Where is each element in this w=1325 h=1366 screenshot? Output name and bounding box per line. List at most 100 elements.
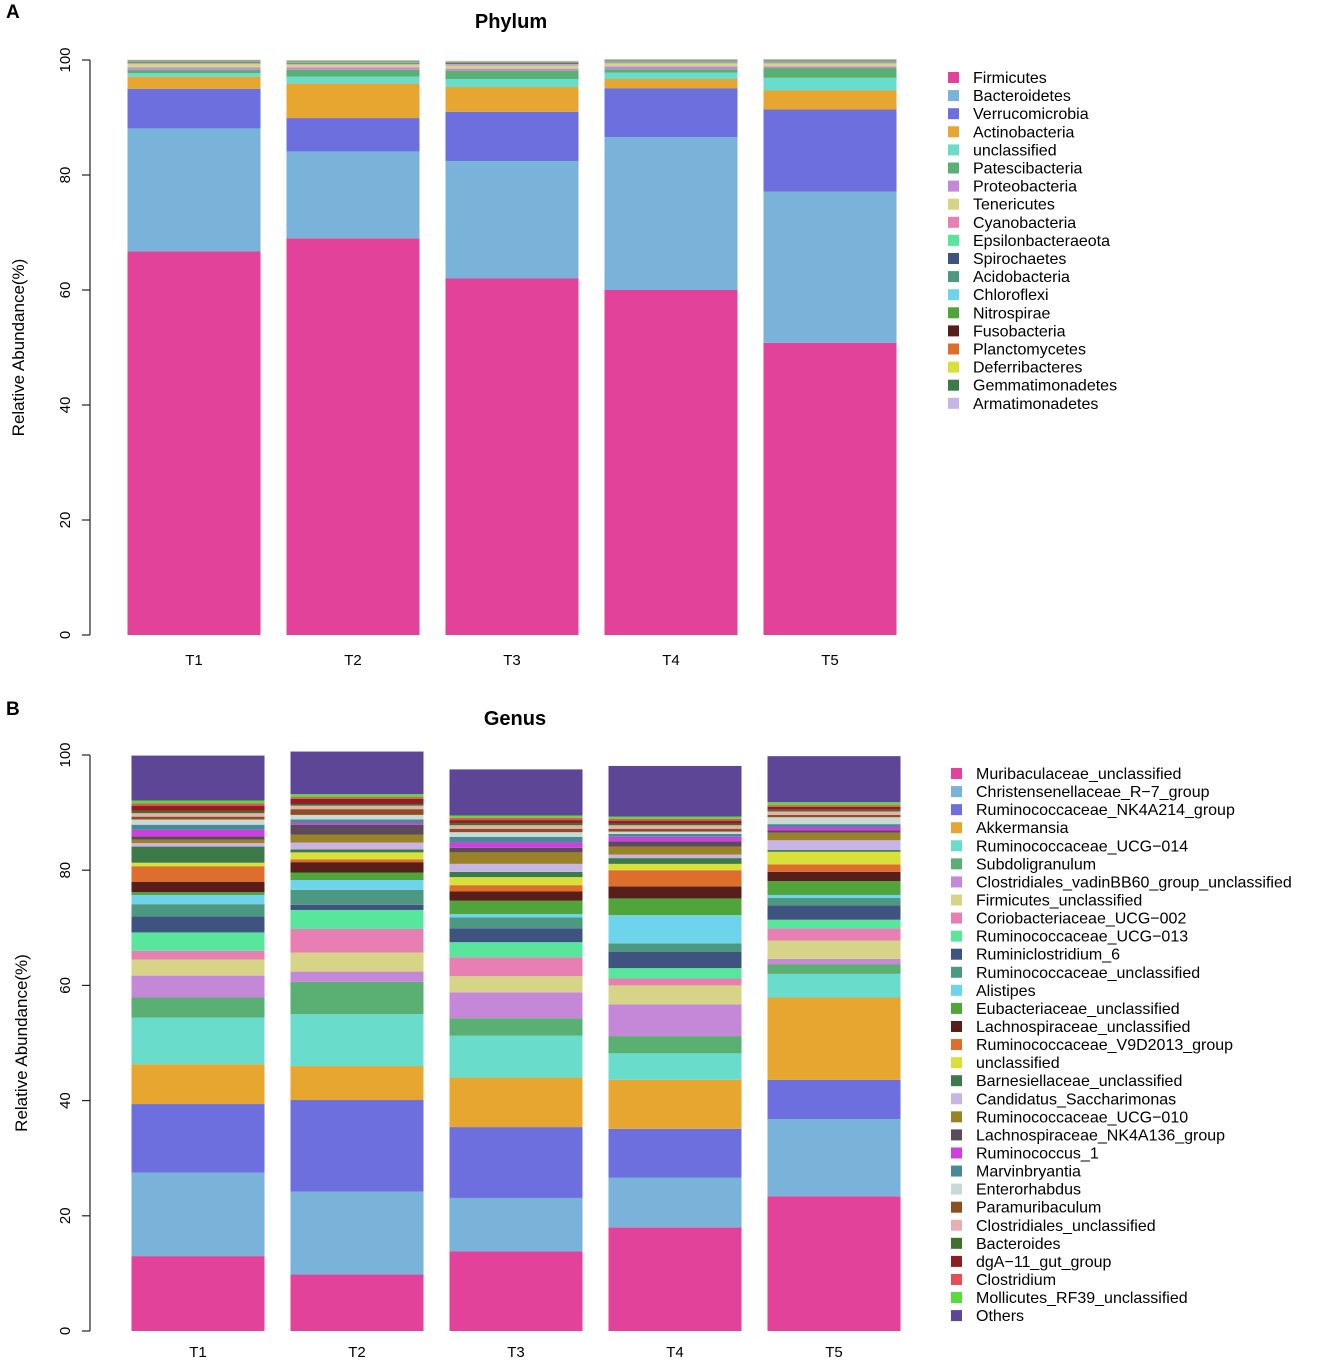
panel-a-bar-t4-patescibacteria bbox=[604, 69, 738, 73]
panel-a-legend-swatch-planctomycetes bbox=[948, 343, 959, 355]
panel-b-bar-t2-eubacteriaceae-unclassified bbox=[290, 872, 424, 880]
panel-a-bar-t3-epsilonbacteraeota bbox=[445, 64, 579, 65]
panel-a-bar-t5-cyanobacteria bbox=[763, 62, 897, 64]
panel-b-bar-t3-barnesiellaceae-unclassified bbox=[449, 871, 583, 878]
panel-a-title: Phylum bbox=[475, 11, 547, 33]
panel-b-bar-t4-barnesiellaceae-unclassified bbox=[608, 858, 742, 864]
panel-b-bar-t5-ruminococcaceae-ucg-014 bbox=[767, 973, 901, 998]
panel-b-bar-t5-ruminiclostridium-6 bbox=[767, 905, 901, 920]
panel-b-bar-t2-marvinbryantia bbox=[290, 819, 424, 823]
panel-a-legend-swatch-proteobacteria bbox=[948, 180, 959, 192]
panel-a-bar-t2-spirochaetes bbox=[286, 62, 420, 64]
panel-b-bar-t5-ruminococcaceae-v9d2013-group bbox=[767, 864, 901, 872]
panel-b-bar-t4-unclassified bbox=[608, 863, 742, 871]
panel-a-bar-t5-proteobacteria bbox=[763, 66, 897, 69]
panel-a-x-tick-label-t1: T1 bbox=[185, 652, 203, 669]
panel-b-bar-t2-clostridium bbox=[290, 797, 424, 799]
panel-b-bar-t4-candidatus-saccharimonas bbox=[608, 854, 742, 859]
panel-b-bar-t2-subdoligranulum bbox=[290, 981, 424, 1015]
panel-b-legend-swatch-clostridiales-unclassified bbox=[951, 1219, 962, 1231]
panel-b-bar-t1-ruminococcaceae-ucg-010 bbox=[131, 839, 265, 844]
panel-b-legend-label-dga-11-gut-group: dgA−11_gut_group bbox=[976, 1254, 1111, 1271]
panel-b-bar-t5-others bbox=[767, 756, 901, 803]
panel-b-bar-t2-lachnospiraceae-unclassified bbox=[290, 862, 424, 873]
panel-b-bar-t5-ruminococcaceae-ucg-013 bbox=[767, 919, 901, 929]
panel-b-bar-t5-bacteroides bbox=[767, 809, 901, 812]
panel-a-legend-label-tenericutes: Tenericutes bbox=[973, 197, 1055, 214]
panel-a-legend-label-fusobacteria: Fusobacteria bbox=[973, 323, 1066, 340]
panel-a-legend-swatch-deferribacteres bbox=[948, 361, 959, 373]
panel-b-bar-t3-clostridium bbox=[449, 817, 583, 821]
panel-b-bar-t4-dga-11-gut-group bbox=[608, 820, 742, 824]
panel-b-y-tick-label-80: 80 bbox=[57, 862, 74, 879]
panel-b-bar-t4-subdoligranulum bbox=[608, 1036, 742, 1054]
panel-b-legend-label-christensenellaceae-r-7-group: Christensenellaceae_R−7_group bbox=[976, 784, 1210, 801]
panel-b-bar-t4-ruminococcaceae-v9d2013-group bbox=[608, 870, 742, 887]
panel-a-y-axis-label: Relative Abundance(%) bbox=[9, 259, 28, 437]
panel-a-legend-label-deferribacteres: Deferribacteres bbox=[973, 360, 1082, 377]
panel-b-legend-swatch-ruminococcaceae-ucg-013 bbox=[951, 930, 962, 942]
panel-b-legend-swatch-firmicutes-unclassified bbox=[951, 894, 962, 906]
panel-a-legend-swatch-cyanobacteria bbox=[948, 216, 959, 228]
panel-a-legend-swatch-patescibacteria bbox=[948, 162, 959, 174]
panel-b-bar-t4-marvinbryantia bbox=[608, 833, 742, 837]
panel-b-x-tick-label-t1: T1 bbox=[189, 1344, 207, 1361]
panel-b-bar-t5-ruminococcaceae-ucg-010 bbox=[767, 832, 901, 841]
panel-b-bar-t3-coriobacteriaceae-ucg-002 bbox=[449, 957, 583, 977]
panel-b-legend-swatch-enterorhabdus bbox=[951, 1183, 962, 1195]
panel-b-bar-t3-ruminococcaceae-ucg-010 bbox=[449, 852, 583, 864]
panel-b-legend-swatch-ruminococcaceae-ucg-010 bbox=[951, 1111, 962, 1123]
panel-a-bar-t3-proteobacteria bbox=[445, 68, 579, 71]
panel-a-legend-label-gemmatimonadetes: Gemmatimonadetes bbox=[973, 378, 1117, 395]
panel-b-bar-t3-lachnospiraceae-nk4a136-group bbox=[449, 847, 583, 853]
panel-a-bar-t4-cyanobacteria bbox=[604, 62, 738, 64]
panel-b-legend-label-marvinbryantia: Marvinbryantia bbox=[976, 1164, 1081, 1181]
panel-b-bar-t1-ruminiclostridium-6 bbox=[131, 916, 265, 933]
panel-a-x-tick-label-t2: T2 bbox=[344, 652, 362, 669]
panel-b-bar-t3-bacteroides bbox=[449, 822, 583, 826]
panel-a-legend-swatch-nitrospirae bbox=[948, 307, 959, 319]
panel-b-bar-t1-subdoligranulum bbox=[131, 997, 265, 1018]
panel-b-legend-label-ruminococcaceae-ucg-014: Ruminococcaceae_UCG−014 bbox=[976, 838, 1188, 855]
panel-b-bar-t5-candidatus-saccharimonas bbox=[767, 840, 901, 851]
panel-b-legend-label-enterorhabdus: Enterorhabdus bbox=[976, 1182, 1081, 1199]
panel-b-bar-t5-clostridiales-vadinbb60-group-unclassified bbox=[767, 958, 901, 965]
panel-b-bar-t5-subdoligranulum bbox=[767, 964, 901, 974]
panel-a-bar-t4-firmicutes bbox=[604, 290, 738, 635]
panel-b-legend-label-ruminococcaceae-ucg-013: Ruminococcaceae_UCG−013 bbox=[976, 929, 1188, 946]
panel-a-bar-t4-epsilonbacteraeota bbox=[604, 62, 738, 63]
panel-a-bar-t5-verrucomicrobia bbox=[763, 109, 897, 192]
panel-a-bar-t3-unclassified bbox=[445, 78, 579, 88]
panel-a-y-tick-label-80: 80 bbox=[57, 167, 74, 184]
panel-b-bar-t1-marvinbryantia bbox=[131, 824, 265, 830]
panel-b-bar-t4-lachnospiraceae-unclassified bbox=[608, 886, 742, 899]
panel-b-x-tick-label-t2: T2 bbox=[348, 1344, 366, 1361]
panel-b-bar-t1-akkermansia bbox=[131, 1064, 265, 1105]
panel-b-legend-label-alistipes: Alistipes bbox=[976, 983, 1036, 1000]
panel-b-legend-label-clostridiales-unclassified: Clostridiales_unclassified bbox=[976, 1218, 1156, 1235]
panel-b-legend-swatch-muribaculaceae-unclassified bbox=[951, 768, 962, 779]
panel-b-bar-t4-coriobacteriaceae-ucg-002 bbox=[608, 978, 742, 986]
panel-a-legend-swatch-acidobacteria bbox=[948, 271, 959, 283]
panel-a-bar-t1-bacteroidetes bbox=[127, 128, 261, 252]
panel-b-legend-swatch-paramuribaculum bbox=[951, 1201, 962, 1213]
panel-b-bar-t1-clostridiales-vadinbb60-group-unclassified bbox=[131, 975, 265, 998]
panel-b-bar-t1-ruminococcaceae-v9d2013-group bbox=[131, 866, 265, 882]
panel-b-bar-t1-barnesiellaceae-unclassified bbox=[131, 846, 265, 863]
panel-b-legend-label-ruminiclostridium-6: Ruminiclostridium_6 bbox=[976, 947, 1120, 964]
panel-a-legend-swatch-unclassified bbox=[948, 144, 959, 156]
panel-b-legend-label-others: Others bbox=[976, 1308, 1024, 1325]
panel-a-bar-t1-epsilonbacteraeota bbox=[127, 62, 261, 64]
panel-b-bar-t5-akkermansia bbox=[767, 997, 901, 1080]
panel-b-bar-t4-ruminococcaceae-ucg-014 bbox=[608, 1053, 742, 1080]
panel-a-bar-t5-spirochaetes bbox=[763, 61, 897, 63]
panel-b-bar-t2-dga-11-gut-group bbox=[290, 798, 424, 804]
panel-a-bar-t3-actinobacteria bbox=[445, 87, 579, 112]
panel-a-legend-label-planctomycetes: Planctomycetes bbox=[973, 342, 1086, 359]
panel-b-legend-label-ruminococcus-1: Ruminococcus_1 bbox=[976, 1145, 1099, 1162]
panel-b-bar-t2-akkermansia bbox=[290, 1066, 424, 1101]
panel-a-legend-label-patescibacteria: Patescibacteria bbox=[973, 161, 1082, 178]
panel-b-legend-swatch-ruminococcaceae-v9d2013-group bbox=[951, 1039, 962, 1051]
panel-b-bar-t4-ruminococcaceae-unclassified bbox=[608, 943, 742, 952]
panel-b-bar-t1-unclassified bbox=[131, 862, 265, 867]
